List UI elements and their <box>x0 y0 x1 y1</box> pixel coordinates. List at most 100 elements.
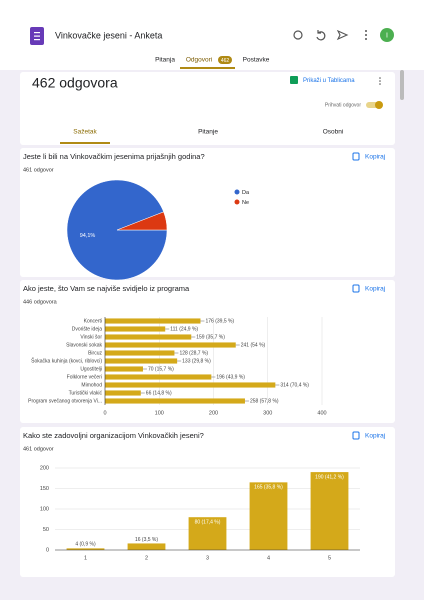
bar <box>105 398 245 404</box>
value-label: 165 (35,8 %) <box>254 485 283 491</box>
value-label: 70 (15,7 %) <box>148 366 174 372</box>
response-count: 446 odgovora <box>23 299 58 305</box>
value-label: 258 (57,8 %) <box>250 398 279 404</box>
category-label: Vinski šor <box>80 334 102 340</box>
y-tick-label: 100 <box>40 506 49 512</box>
toggle-knob <box>375 101 383 109</box>
x-tick-label: 200 <box>209 410 218 416</box>
x-tick-label: 0 <box>103 410 106 416</box>
tab[interactable]: Postavke <box>243 57 270 64</box>
copy-button[interactable]: Kopiraj <box>365 154 385 161</box>
x-tick-label: 5 <box>328 555 331 561</box>
summary-card <box>20 72 395 145</box>
bar <box>105 342 236 348</box>
y-tick-label: 200 <box>40 465 49 471</box>
bar <box>105 318 201 324</box>
x-tick-label: 100 <box>155 410 164 416</box>
bar <box>127 543 166 550</box>
bar <box>105 382 276 388</box>
avatar-letter: I <box>386 32 388 39</box>
y-tick-label: 0 <box>46 547 49 553</box>
top-bar <box>0 0 424 70</box>
form-title[interactable]: Vinkovačke jeseni - Anketa <box>55 30 162 40</box>
y-tick-label: 150 <box>40 486 49 492</box>
category-label: Bircuz <box>88 350 102 356</box>
sheets-icon[interactable] <box>290 76 298 84</box>
x-tick-label: 400 <box>317 410 326 416</box>
palette-icon[interactable] <box>293 30 303 40</box>
value-label: 159 (35,7 %) <box>196 334 225 340</box>
icon-line <box>34 39 40 41</box>
response-count: 461 odgovor <box>23 167 54 173</box>
question-card <box>20 427 395 577</box>
value-label: 16 (3,5 %) <box>135 537 158 543</box>
bar <box>105 350 175 356</box>
value-label: 128 (28,7 %) <box>179 350 208 356</box>
badge-count: 462 <box>221 58 230 64</box>
avatar[interactable] <box>380 28 394 42</box>
bar <box>105 334 192 340</box>
icon-line <box>34 35 40 37</box>
copy-button[interactable]: Kopiraj <box>365 433 385 440</box>
menu-dot <box>379 80 381 82</box>
x-tick-label: 1 <box>84 555 87 561</box>
subtab-active[interactable]: Sažetak <box>73 129 97 136</box>
value-label: 190 (41,2 %) <box>315 474 344 480</box>
menu-dot[interactable] <box>365 30 367 32</box>
bar <box>188 517 227 550</box>
icon-line <box>34 32 40 34</box>
x-tick-label: 3 <box>206 555 209 561</box>
menu-dot <box>365 38 367 40</box>
question-title: Jeste li bili na Vinkovačkim jesenima pr… <box>23 152 205 161</box>
bar <box>66 548 105 550</box>
value-label: 176 (39,5 %) <box>205 318 234 324</box>
copy-button[interactable]: Kopiraj <box>365 286 385 293</box>
value-label: 66 (14,8 %) <box>146 390 172 396</box>
badge <box>218 56 232 64</box>
legend-swatch <box>234 189 240 195</box>
value-label: 314 (70,4 %) <box>280 382 309 388</box>
copy-icon[interactable] <box>352 284 360 293</box>
category-label: Dvorište ideja <box>72 326 103 332</box>
copy-icon[interactable] <box>352 152 360 161</box>
category-label: Mimohod <box>81 382 102 388</box>
legend-swatch <box>234 199 240 205</box>
tab-active[interactable]: Odgovori <box>186 57 212 64</box>
copy-icon[interactable] <box>352 431 360 440</box>
question-title: Kako ste zadovoljni organizacijom Vinkov… <box>23 431 204 440</box>
undo-icon[interactable] <box>316 30 326 41</box>
category-label: Turistički vlakić <box>69 390 103 396</box>
bar <box>310 472 349 550</box>
category-label: Slavonski sokak <box>66 342 102 348</box>
bar <box>105 390 141 396</box>
bar <box>249 482 288 550</box>
subtab-underline <box>60 142 110 144</box>
scrollbar[interactable] <box>400 70 404 100</box>
bar <box>105 326 166 332</box>
slice-label: 94,1% <box>80 233 96 239</box>
category-label: Program svečanog otvorenja Vi... <box>28 398 102 404</box>
subtab[interactable]: Osobni <box>323 129 344 136</box>
response-total: 462 odgovora <box>32 75 118 91</box>
legend-label: Da <box>242 190 250 196</box>
bar <box>105 358 178 364</box>
value-label: 133 (29,8 %) <box>182 358 211 364</box>
pie-slice <box>116 211 168 231</box>
value-label: 80 (17,4 %) <box>195 520 221 526</box>
tab[interactable]: Pitanja <box>155 57 175 64</box>
category-label: Ugostitelji <box>80 366 102 372</box>
menu-dot[interactable] <box>379 77 381 79</box>
bar <box>105 366 143 372</box>
sheets-button[interactable]: Prikaži u Tablicama <box>303 78 355 84</box>
value-label: 196 (43,9 %) <box>216 374 245 380</box>
menu-dot <box>365 34 367 36</box>
send-icon[interactable] <box>336 29 349 41</box>
tab-underline <box>180 67 235 69</box>
x-tick-label: 300 <box>263 410 272 416</box>
value-label: 4 (0,9 %) <box>75 542 96 548</box>
category-label: Šokačka kuhinja (kovci, riblovci) <box>31 357 102 364</box>
subtab[interactable]: Pitanje <box>198 129 218 136</box>
question-title: Ako jeste, što Vam se najviše svidjelo i… <box>23 284 190 293</box>
value-label: 241 (54 %) <box>241 342 266 348</box>
